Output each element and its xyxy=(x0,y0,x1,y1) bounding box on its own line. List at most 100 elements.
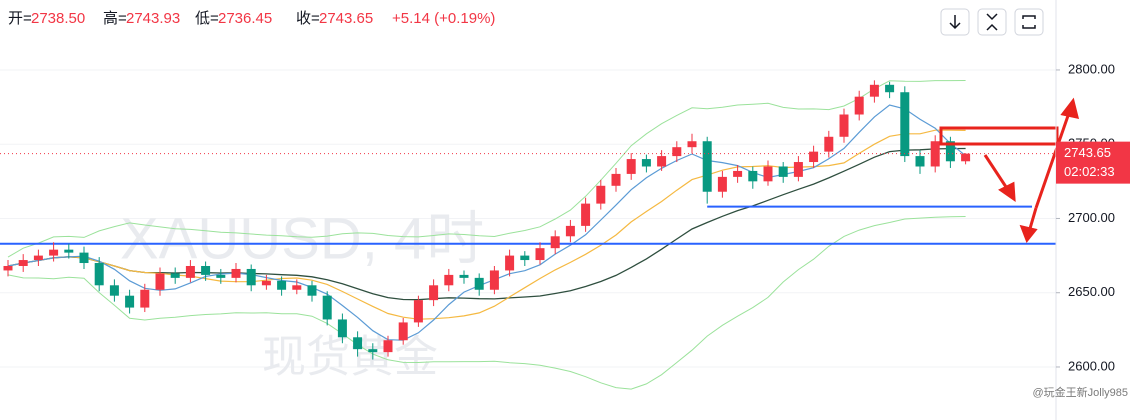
scroll-down-button[interactable] xyxy=(940,8,970,36)
candle-body xyxy=(778,166,788,177)
indicator-line xyxy=(7,104,966,341)
candle-body xyxy=(474,277,484,290)
watermark: 现货黄金 xyxy=(262,333,438,382)
candle-body xyxy=(505,255,515,271)
candle-body xyxy=(3,265,13,271)
arrow-head xyxy=(1019,224,1038,243)
candle-body xyxy=(824,136,834,152)
indicator-line xyxy=(7,80,966,258)
candle-body xyxy=(216,274,226,278)
candle-body xyxy=(839,114,849,137)
y-tick-label: 2800.00 xyxy=(1068,61,1115,76)
y-tick-label: 2650.00 xyxy=(1068,284,1115,299)
candle-body xyxy=(383,340,393,353)
candle-body xyxy=(125,295,135,308)
last-price-label: 2743.65 xyxy=(1064,145,1111,160)
annotation-drawing xyxy=(939,97,1080,243)
arrow-head xyxy=(1060,97,1080,119)
candle-body xyxy=(185,265,195,278)
candle-body xyxy=(596,185,606,204)
candle-body xyxy=(261,280,271,286)
candle-body xyxy=(277,280,287,290)
last-price-tag xyxy=(1056,141,1130,184)
candle-body xyxy=(353,337,363,350)
candle-body xyxy=(429,285,439,301)
candle-body xyxy=(793,162,803,177)
candle-body xyxy=(535,248,545,261)
ohlc-label: 高= xyxy=(103,10,127,27)
y-tick-label: 2600.00 xyxy=(1068,358,1115,373)
candle-body xyxy=(565,225,575,237)
candle-body xyxy=(657,156,667,167)
candle-body xyxy=(611,173,621,186)
grid xyxy=(0,69,1056,368)
ohlc-header: 开= 2738.50 高= 2743.93 低= 2736.45 收= 2743.65 +5.1… xyxy=(8,10,495,27)
ohlc-value: 2743.65 xyxy=(319,10,373,27)
candle-body xyxy=(733,170,743,177)
price-axis: 2600.002650.002700.002750.002800.002743.… xyxy=(1056,61,1130,373)
candle-body xyxy=(322,295,332,320)
candle-body xyxy=(444,274,454,286)
change: +5.14 (+0.19%) xyxy=(392,10,495,27)
arrow xyxy=(1034,109,1072,209)
indicator-line xyxy=(7,129,966,320)
candle-body xyxy=(520,255,530,261)
watermark: XAUUSD, 4时 xyxy=(120,206,484,271)
toolbar xyxy=(940,8,1044,36)
candle-body xyxy=(489,270,499,290)
candle-body xyxy=(885,84,895,93)
ohlc-value: 2743.93 xyxy=(126,10,180,27)
candle-body xyxy=(459,274,469,278)
candle-body xyxy=(961,153,971,162)
candle-body xyxy=(155,273,165,290)
ohlc-value: 2736.45 xyxy=(218,10,272,27)
candle-body xyxy=(292,285,302,290)
indicator-line xyxy=(7,216,966,390)
collapse-button[interactable] xyxy=(977,8,1007,36)
candle-body xyxy=(854,96,864,115)
candle-body xyxy=(368,349,378,353)
candle-body xyxy=(702,141,712,192)
candle-body xyxy=(231,268,241,278)
candle-body xyxy=(33,255,43,261)
ohlc-label: 低= xyxy=(195,10,219,27)
candle-body xyxy=(581,203,591,226)
candle-body xyxy=(246,268,256,286)
candle-body xyxy=(869,84,879,97)
candle-body xyxy=(337,319,347,338)
candle-body xyxy=(64,249,74,253)
candle-body xyxy=(915,156,925,167)
candle-body xyxy=(763,166,773,182)
arrow-head xyxy=(998,181,1016,203)
candle-body xyxy=(900,92,910,157)
credit: @玩金王新Jolly985 xyxy=(1032,385,1128,399)
y-tick-label: 2700.00 xyxy=(1068,210,1115,225)
candle-body xyxy=(717,176,727,192)
reset-button[interactable] xyxy=(1014,8,1044,36)
red-box xyxy=(939,126,1059,146)
candle-body xyxy=(626,159,636,174)
candle-body xyxy=(945,141,955,162)
candle-body xyxy=(201,265,211,275)
candle-body xyxy=(687,141,697,148)
ohlc-label: 收= xyxy=(296,10,320,27)
candle-body xyxy=(109,285,119,296)
candle-body xyxy=(170,273,180,278)
candle-body xyxy=(748,170,758,182)
candle-body xyxy=(94,263,104,286)
countdown: 02:02:33 xyxy=(1064,164,1115,179)
candle-body xyxy=(307,285,317,296)
ohlc-label: 开= xyxy=(8,10,32,27)
candle-body xyxy=(930,141,940,167)
candle-body xyxy=(641,159,651,167)
plot xyxy=(0,80,1056,390)
candle-body xyxy=(413,300,423,323)
candle-body xyxy=(140,289,150,308)
candle-body xyxy=(398,322,408,341)
candle-body xyxy=(79,252,89,264)
candle-body xyxy=(550,236,560,249)
indicator-line xyxy=(7,147,966,301)
candle-body xyxy=(809,151,819,163)
